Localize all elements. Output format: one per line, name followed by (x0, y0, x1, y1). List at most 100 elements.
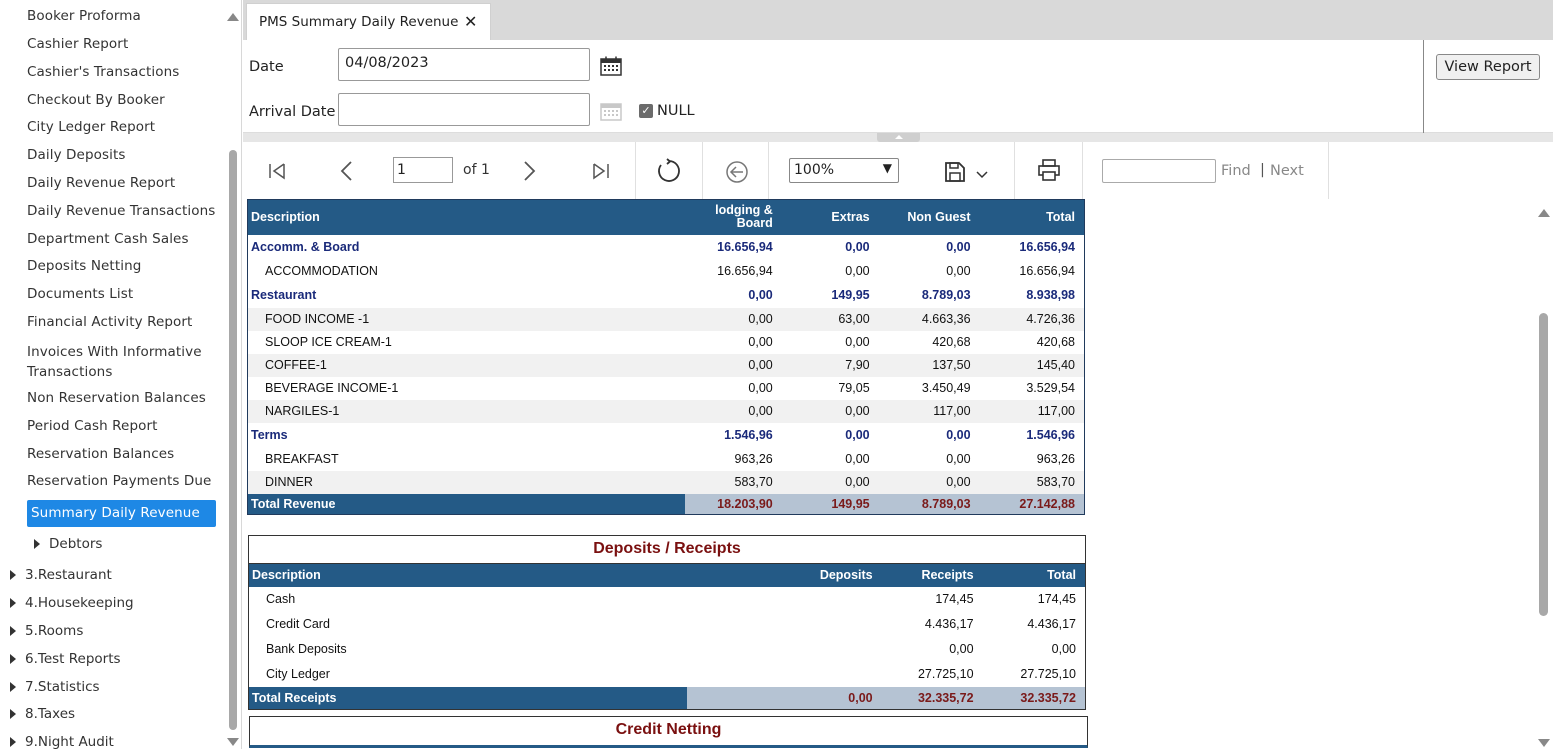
sidebar-group-label: 8.Taxes (25, 706, 76, 722)
arrival-date-input[interactable] (338, 93, 590, 126)
total-value: 18.203,90 (684, 493, 782, 515)
row-description: SLOOP ICE CREAM-1 (265, 335, 392, 349)
sidebar-item[interactable]: Reservation Balances (27, 446, 175, 462)
table-header-row: Description Deposits Receipts Total (248, 563, 1086, 587)
cell-value: 0,00 (781, 470, 879, 494)
cell-value: 7,90 (781, 353, 879, 377)
sidebar-item[interactable]: Deposits Netting (27, 258, 142, 274)
date-label: Date (249, 59, 284, 75)
find-separator: | (1260, 162, 1265, 178)
sidebar-item[interactable]: Reservation Payments Due (27, 473, 212, 489)
print-icon[interactable] (1037, 158, 1061, 182)
group-row: Terms 1.546,96 0,00 0,00 1.546,96 (248, 423, 1085, 448)
page-number-input[interactable]: 1 (393, 157, 453, 183)
sidebar-group-label: 9.Night Audit (25, 734, 114, 749)
cell-value: 16.656,94 (1019, 264, 1075, 278)
cell-value: 16.656,94 (717, 240, 773, 254)
last-page-icon[interactable] (591, 161, 611, 181)
collapse-parameters-button[interactable] (877, 133, 920, 142)
sidebar-group[interactable]: 8.Taxes (10, 706, 75, 722)
export-dropdown-icon[interactable] (976, 170, 988, 180)
cell-value: 1.546,96 (724, 428, 773, 442)
column-header: lodging & Board (684, 199, 782, 235)
sidebar-item[interactable]: Documents List (27, 286, 134, 302)
scroll-down-icon[interactable] (227, 738, 239, 746)
save-icon[interactable] (944, 161, 968, 183)
sidebar-item[interactable]: Cashier's Transactions (27, 64, 180, 80)
sidebar-group[interactable]: 4.Housekeeping (10, 595, 134, 611)
sidebar-group-label: Debtors (49, 536, 103, 552)
sidebar-group[interactable]: 3.Restaurant (10, 567, 112, 583)
cell-value: 0,00 (949, 642, 974, 656)
sidebar-item[interactable]: Daily Deposits (27, 147, 126, 163)
cell-value: 0,00 (748, 288, 773, 302)
sidebar-group[interactable]: 5.Rooms (10, 623, 83, 639)
sidebar: Booker Proforma Cashier Report Cashier's T… (0, 0, 242, 749)
report-scroll-thumb[interactable] (1539, 313, 1548, 616)
cell-value: 8.938,98 (1026, 288, 1075, 302)
sidebar-item[interactable]: Invoices With Informative Transactions (27, 344, 202, 380)
cell-value: 0,00 (845, 240, 870, 254)
sidebar-group[interactable]: 6.Test Reports (10, 651, 121, 667)
scroll-down-icon[interactable] (1538, 739, 1550, 747)
row-description: FOOD INCOME -1 (247, 307, 685, 331)
cell-value: 16.656,94 (1019, 240, 1075, 254)
scroll-up-icon[interactable] (227, 13, 239, 21)
column-header: Non Guest (878, 199, 980, 235)
sidebar-subgroup-debtors[interactable]: Debtors (34, 536, 102, 552)
table-row: SLOOP ICE CREAM-1 0,00 0,00 420,68 420,68 (248, 331, 1085, 354)
report-toolbar: 1 of 1 100% ▼ (243, 142, 1553, 199)
back-icon[interactable] (725, 160, 749, 184)
sidebar-item[interactable]: Daily Revenue Report (27, 175, 176, 191)
sidebar-item[interactable]: Non Reservation Balances (27, 390, 206, 406)
null-checkbox[interactable]: ✓ (639, 104, 653, 118)
page-count: of 1 (463, 162, 490, 178)
sidebar-group-label: 5.Rooms (25, 623, 84, 639)
sidebar-group[interactable]: 7.Statistics (10, 679, 100, 695)
close-icon[interactable]: ✕ (464, 12, 478, 31)
row-description: Credit Card (266, 617, 330, 631)
sidebar-group[interactable]: 9.Night Audit (10, 734, 114, 749)
date-input[interactable]: 04/08/2023 (338, 48, 590, 81)
cell-value: 3.529,54 (1026, 381, 1075, 395)
row-description: Terms (251, 428, 288, 442)
scroll-up-icon[interactable] (1538, 209, 1550, 217)
sidebar-item[interactable]: Booker Proforma (27, 8, 141, 24)
cell-value: 963,26 (1036, 452, 1075, 466)
sidebar-item[interactable]: Period Cash Report (27, 418, 158, 434)
refresh-icon[interactable] (656, 158, 682, 184)
cell-value: 63,00 (781, 307, 879, 331)
cell-value: 420,68 (932, 335, 971, 349)
sidebar-scrollbar[interactable] (226, 0, 240, 749)
first-page-icon[interactable] (267, 161, 287, 181)
cell-value: 1.546,96 (1026, 428, 1075, 442)
cell-value: 174,45 (1037, 592, 1076, 606)
find-input[interactable] (1102, 159, 1216, 183)
calendar-icon[interactable] (600, 56, 622, 76)
table-row: City Ledger 27.725,10 27.725,10 (249, 662, 1086, 687)
cell-value: 0,00 (748, 335, 773, 349)
group-row: Accomm. & Board 16.656,94 0,00 0,00 16.656,9… (248, 235, 1085, 260)
report-scrollbar[interactable] (1535, 199, 1552, 749)
sidebar-scroll-thumb[interactable] (229, 150, 237, 730)
sidebar-item[interactable]: City Ledger Report (27, 119, 156, 135)
cell-value: 0,00 (684, 353, 782, 377)
toolbar-separator (635, 142, 636, 199)
caret-right-icon (34, 539, 40, 549)
sidebar-item[interactable]: Financial Activity Report (27, 314, 193, 330)
view-report-button[interactable]: View Report (1436, 54, 1540, 80)
tab-summary-daily-revenue[interactable]: PMS Summary Daily Revenue ✕ (246, 3, 491, 40)
find-button[interactable]: Find (1221, 163, 1251, 179)
cell-value: 0,00 (781, 399, 879, 423)
sidebar-item[interactable]: Checkout By Booker (27, 92, 165, 108)
sidebar-item[interactable]: Cashier Report (27, 36, 129, 52)
sidebar-item[interactable]: Daily Revenue Transactions (27, 203, 216, 219)
sidebar-item[interactable]: Summary Daily Revenue (27, 500, 216, 527)
sidebar-item[interactable]: Department Cash Sales (27, 231, 189, 247)
zoom-select[interactable]: 100% ▼ (789, 158, 899, 183)
find-next-button[interactable]: Next (1270, 163, 1304, 179)
total-value: 32.335,72 (881, 686, 983, 710)
cell-value: 0,00 (946, 264, 971, 278)
next-page-icon[interactable] (521, 160, 537, 182)
previous-page-icon[interactable] (339, 160, 355, 182)
